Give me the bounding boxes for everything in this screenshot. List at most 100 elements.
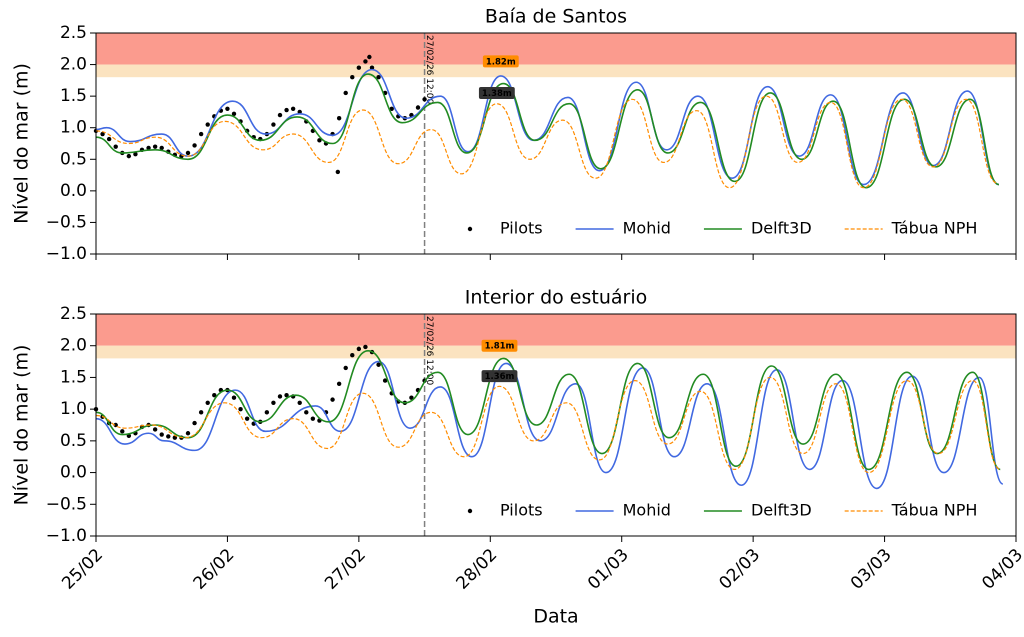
x-axis-label: Data — [533, 606, 578, 628]
forecast-start-label: 27/02/26 12:00 — [424, 35, 434, 104]
subplot-title: Interior do estuário — [465, 287, 648, 309]
series-line — [95, 73, 1000, 189]
legend-label: Tábua NPH — [891, 219, 978, 238]
legend-label: Delft3D — [751, 501, 812, 520]
legend-marker — [467, 508, 473, 514]
pilot-point — [152, 144, 158, 149]
pilot-point — [212, 392, 217, 398]
y-tick-label: 0.0 — [60, 463, 87, 483]
legend-label: Delft3D — [751, 219, 812, 238]
y-tick-label: 2.5 — [60, 304, 87, 324]
pilot-point — [356, 346, 362, 352]
x-tick-label: 04/03 — [978, 545, 1024, 594]
peak-annotation-box — [481, 339, 518, 352]
pilot-point — [264, 410, 270, 415]
y-tick-label: 1.0 — [60, 118, 87, 138]
threshold-band — [96, 33, 1016, 65]
legend-label: Tábua NPH — [891, 501, 978, 520]
peak-annotation-box — [481, 370, 518, 383]
pilot-point — [185, 150, 191, 156]
pilot-point — [277, 394, 283, 399]
pilot-point — [389, 106, 394, 111]
x-tick-label: 03/03 — [847, 545, 896, 594]
y-tick-label: 1.5 — [60, 367, 87, 387]
pilot-point — [166, 434, 171, 439]
peak-annotation: 1.36m — [485, 372, 515, 382]
y-tick-label: −1.0 — [46, 244, 87, 264]
pilot-point — [146, 145, 151, 151]
y-tick-label: 2.0 — [60, 336, 87, 356]
legend: Pilots Mohid Delft3D Tábua NPH — [467, 219, 978, 238]
pilot-point — [238, 406, 243, 412]
x-tick-label: 28/02 — [453, 545, 502, 594]
pilot-point — [133, 152, 138, 157]
pilot-point — [231, 395, 237, 400]
series-line — [95, 376, 1001, 474]
y-tick-label: 1.0 — [60, 399, 87, 419]
y-tick-label: 2.0 — [60, 55, 87, 75]
pilot-point — [106, 136, 112, 142]
pilot-point — [382, 378, 388, 383]
series-line — [95, 95, 998, 189]
pilot-point — [205, 400, 210, 405]
y-tick-label: 2.5 — [60, 23, 87, 43]
threshold-band — [96, 314, 1016, 346]
pilot-point — [192, 143, 197, 148]
pilot-point — [310, 416, 316, 421]
x-tick-label: 27/02 — [321, 545, 370, 594]
pilot-point — [317, 138, 322, 143]
pilot-point — [330, 397, 335, 402]
y-tick-label: 1.5 — [60, 86, 87, 106]
subplot-title: Baía de Santos — [485, 6, 627, 28]
pilot-point — [343, 365, 348, 371]
pilot-point — [422, 97, 427, 102]
y-tick-label: 0.5 — [60, 149, 87, 169]
pilot-point — [363, 59, 368, 64]
legend-label: Pilots — [500, 501, 543, 520]
legend-label: Pilots — [500, 219, 543, 238]
pilot-point — [159, 432, 164, 437]
subplot: −1.0 −0.5 0.0 0.5 1.0 1.5 2.0 2.5 27/02/26 12:00… — [11, 6, 1017, 264]
pilot-point — [113, 144, 118, 149]
pilot-point — [356, 65, 362, 70]
peak-annotation-box — [478, 86, 515, 99]
pilot-point — [231, 111, 237, 117]
threshold-band — [96, 345, 1016, 359]
pilot-point — [113, 422, 118, 428]
pilot-point — [415, 105, 421, 110]
pilot-point — [225, 106, 230, 111]
pilot-point — [152, 427, 158, 432]
pilot-point — [335, 169, 341, 175]
pilot-point — [120, 429, 125, 434]
pilot-point — [290, 106, 296, 111]
series-line — [95, 360, 1004, 490]
pilot-point — [185, 431, 191, 436]
peak-annotation: 1.38m — [482, 89, 512, 99]
y-tick-label: −0.5 — [46, 212, 87, 232]
x-tick-label: 25/02 — [58, 545, 107, 594]
pilot-point — [376, 362, 381, 367]
legend-label: Mohid — [623, 219, 671, 238]
axes-frame — [95, 313, 1017, 537]
pilot-point — [284, 107, 289, 113]
pilot-point — [297, 109, 302, 115]
pilot-point — [205, 122, 210, 127]
y-axis-label: Nível do mar (m) — [11, 63, 33, 224]
pilot-point — [343, 90, 348, 96]
pilot-point — [198, 410, 204, 415]
series-line — [95, 68, 1000, 186]
forecast-start-label: 27/02/26 12:00 — [424, 316, 434, 385]
pilot-point — [192, 420, 197, 426]
series-line — [95, 349, 1001, 471]
pilot-point — [297, 400, 302, 405]
pilot-point — [271, 122, 276, 127]
pilot-point — [198, 131, 204, 137]
y-tick-label: 0.0 — [60, 181, 87, 201]
y-tick-label: 0.5 — [60, 431, 87, 451]
y-tick-label: −0.5 — [46, 494, 87, 514]
subplot: −1.0 −0.5 0.0 0.5 1.0 1.5 2.0 2.5 25/02 26/02 27/0… — [11, 287, 1024, 628]
pilot-point — [363, 344, 368, 350]
x-tick-label: 01/03 — [584, 545, 633, 594]
peak-annotation-box — [482, 55, 519, 68]
